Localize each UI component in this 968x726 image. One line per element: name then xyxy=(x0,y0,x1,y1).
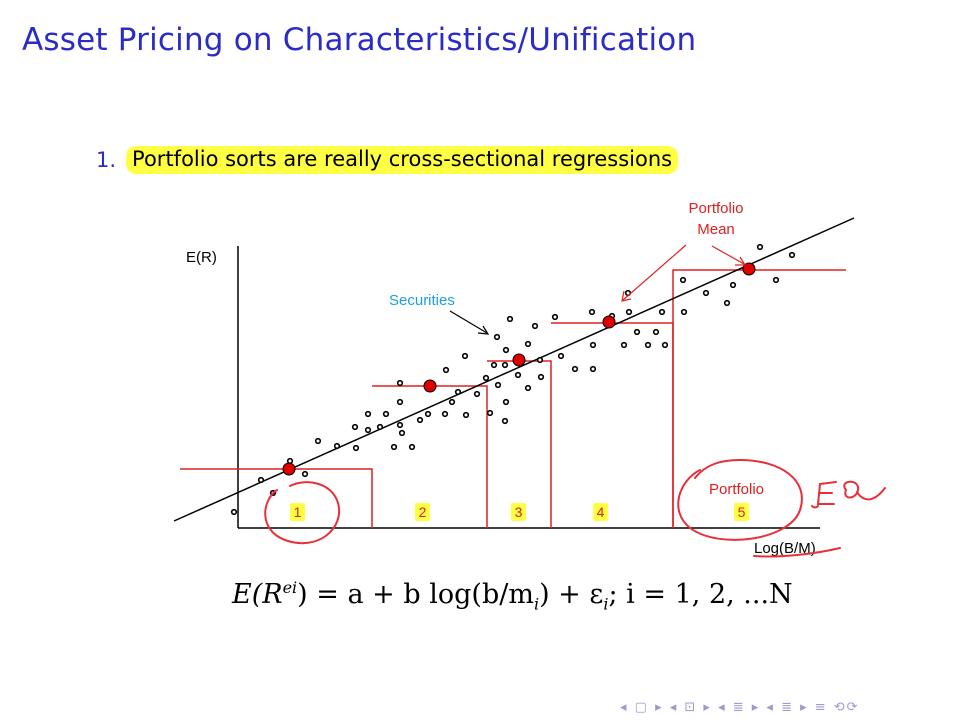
step-5 xyxy=(672,269,846,528)
y-axis-label: E(R) xyxy=(186,249,217,266)
portfolio-label: Portfolio xyxy=(709,481,764,498)
portfolio-number-5: 5 xyxy=(738,504,746,520)
formula-rhs: ) = a + b log(b/m xyxy=(297,579,534,610)
slide-title: Asset Pricing on Characteristics/Unifica… xyxy=(22,22,697,58)
securities-scatter xyxy=(230,243,796,516)
step-4 xyxy=(551,322,674,528)
securities-label: Securities xyxy=(389,292,455,309)
portfolio-mean-4 xyxy=(602,315,616,329)
item-number: 1. xyxy=(96,148,117,172)
handwritten-eg-dot xyxy=(811,505,819,509)
underline-logbm xyxy=(753,547,841,558)
portfolio-steps xyxy=(180,269,846,528)
mean-arrow-2 xyxy=(622,244,687,301)
item-text-highlighted: Portfolio sorts are really cross-section… xyxy=(126,146,679,174)
portfolio-number-2: 2 xyxy=(419,504,427,520)
mean-arrow-1 xyxy=(711,245,745,265)
portfolio-mean-label-line1: Portfolio xyxy=(688,200,743,217)
mean-arrowhead-1 xyxy=(735,256,747,266)
list-item: 1. Portfolio sorts are really cross-sect… xyxy=(96,146,679,174)
portfolio-number-1: 1 xyxy=(294,504,302,520)
step-2 xyxy=(372,385,488,528)
handwritten-eg-E xyxy=(816,481,837,505)
step-1 xyxy=(180,468,373,528)
circle-around-portfolio xyxy=(677,458,803,541)
step-3 xyxy=(487,360,552,528)
formula-sub: i xyxy=(533,594,540,614)
handwritten-eg-g xyxy=(843,480,886,501)
securities-arrow xyxy=(449,310,488,334)
formula-sup: ei xyxy=(282,578,298,597)
portfolio-number-4: 4 xyxy=(597,504,605,520)
securities-arrowhead xyxy=(477,325,490,335)
formula-index: ; i = 1, 2, ...N xyxy=(608,579,793,610)
portfolio-mean-2 xyxy=(423,379,437,393)
mean-arrowhead-2 xyxy=(621,290,632,302)
circle-around-1 xyxy=(264,481,341,545)
portfolio-mean-1 xyxy=(282,462,296,476)
portfolio-mean-label-line2: Mean xyxy=(697,221,735,238)
portfolio-number-3: 3 xyxy=(515,504,523,520)
portfolio-number-badges: 1 2 3 4 5 xyxy=(290,503,749,521)
beamer-navigation[interactable]: ◂ ▢ ▸ ◂ ⊡ ▸ ◂ ≣ ▸ ◂ ≣ ▸ ≡ ⟲⟳ xyxy=(620,700,860,715)
portfolio-mean-5 xyxy=(742,262,756,276)
x-axis-label: Log(B/M) xyxy=(754,540,816,557)
formula-tail: ) + ε xyxy=(539,579,604,610)
handwritten-annotations xyxy=(264,458,886,558)
portfolio-mean-3 xyxy=(512,353,526,367)
formula-lhs: E(R xyxy=(232,579,283,610)
formula-sub2: i xyxy=(603,594,609,614)
portfolio-means xyxy=(282,262,756,476)
regression-formula: E(Rei) = a + b log(b/mi) + εi; i = 1, 2,… xyxy=(232,578,793,613)
